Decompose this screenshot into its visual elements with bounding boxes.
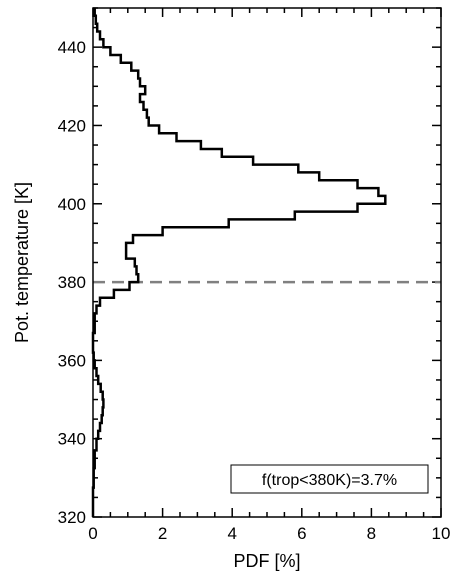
- y-tick-label: 440: [58, 38, 86, 57]
- y-tick-label: 340: [58, 430, 86, 449]
- y-tick-label: 400: [58, 195, 86, 214]
- y-axis-ticks: [93, 7, 441, 518]
- annotation-box: [230, 464, 429, 494]
- pdf-step-line: [91, 8, 387, 517]
- y-axis-tick-labels: 320 340 360 380 400 420 440: [58, 38, 86, 527]
- plot-frame: [92, 7, 442, 518]
- y-tick-label: 380: [58, 273, 86, 292]
- annotation-text: f(trop<380K)=3.7%: [262, 472, 397, 489]
- x-tick-label: 8: [367, 524, 376, 543]
- y-axis-label: Pot. temperature [K]: [12, 182, 32, 343]
- x-tick-label: 10: [432, 524, 451, 543]
- x-axis-ticks: [92, 8, 442, 517]
- x-tick-label: 0: [88, 524, 97, 543]
- x-tick-label: 2: [158, 524, 167, 543]
- x-axis-label: PDF [%]: [233, 551, 300, 571]
- x-tick-label: 6: [297, 524, 306, 543]
- y-tick-label: 420: [58, 116, 86, 135]
- y-tick-label: 360: [58, 351, 86, 370]
- x-tick-label: 4: [227, 524, 236, 543]
- y-tick-label: 320: [58, 508, 86, 527]
- x-axis-tick-labels: 0 2 4 6 8 10: [88, 524, 450, 543]
